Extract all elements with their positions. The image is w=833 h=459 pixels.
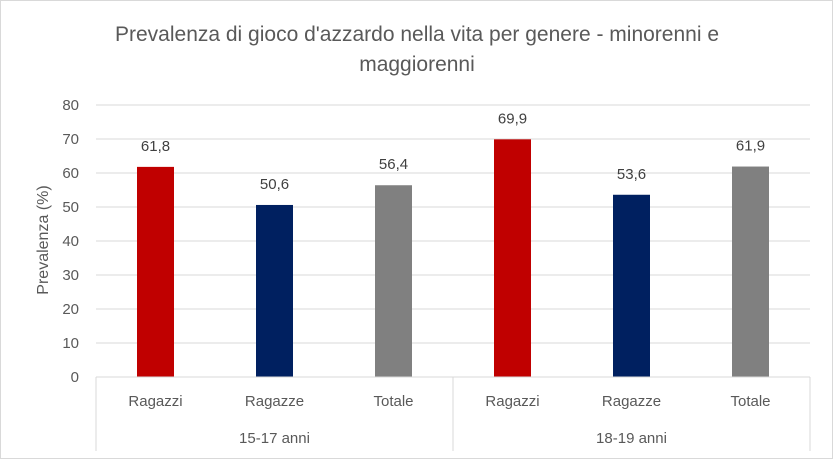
data-label: 53,6 [617, 166, 646, 183]
x-category-label: Totale [730, 393, 770, 410]
data-labels: 61,8 50,6 56,4 69,9 53,6 61,9 [141, 110, 765, 193]
y-tick-label: 80 [62, 97, 79, 114]
y-tick-label: 10 [62, 335, 79, 352]
y-tick-label: 70 [62, 131, 79, 148]
gridlines [96, 104, 810, 344]
bars [137, 139, 769, 377]
y-tick-label: 30 [62, 267, 79, 284]
bar [137, 166, 174, 377]
x-group-label: 15-17 anni [239, 430, 310, 447]
y-tick-label: 0 [71, 369, 79, 386]
x-category-label: Ragazzi [485, 393, 539, 410]
y-tick-label: 50 [62, 199, 79, 216]
y-tick-label: 20 [62, 301, 79, 318]
data-label: 61,9 [736, 138, 765, 155]
bar [613, 194, 650, 377]
x-category-label: Ragazzi [128, 393, 182, 410]
chart-title: Prevalenza di gioco d'azzardo nella vita… [115, 23, 719, 76]
y-tick-label: 40 [62, 233, 79, 250]
bar [256, 204, 293, 377]
chart-title-line-2: maggiorenni [359, 53, 475, 76]
y-axis-title: Prevalenza (%) [35, 185, 52, 294]
data-label: 50,6 [260, 176, 289, 193]
y-tick-label: 60 [62, 165, 79, 182]
bar [375, 185, 412, 377]
x-group-label: 18-19 anni [596, 430, 667, 447]
chart-title-line-1: Prevalenza di gioco d'azzardo nella vita… [115, 23, 719, 46]
bar [494, 139, 531, 377]
y-axis-ticks: 0 10 20 30 40 50 60 70 80 [62, 97, 79, 386]
x-category-label: Totale [373, 393, 413, 410]
data-label: 69,9 [498, 110, 527, 127]
data-label: 56,4 [379, 156, 408, 173]
x-category-label: Ragazze [602, 393, 661, 410]
data-label: 61,8 [141, 138, 170, 155]
x-category-label: Ragazze [245, 393, 304, 410]
x-axis: Ragazzi Ragazze Totale 15-17 anni Ragazzi Rag… [95, 376, 811, 451]
bar [732, 166, 769, 377]
